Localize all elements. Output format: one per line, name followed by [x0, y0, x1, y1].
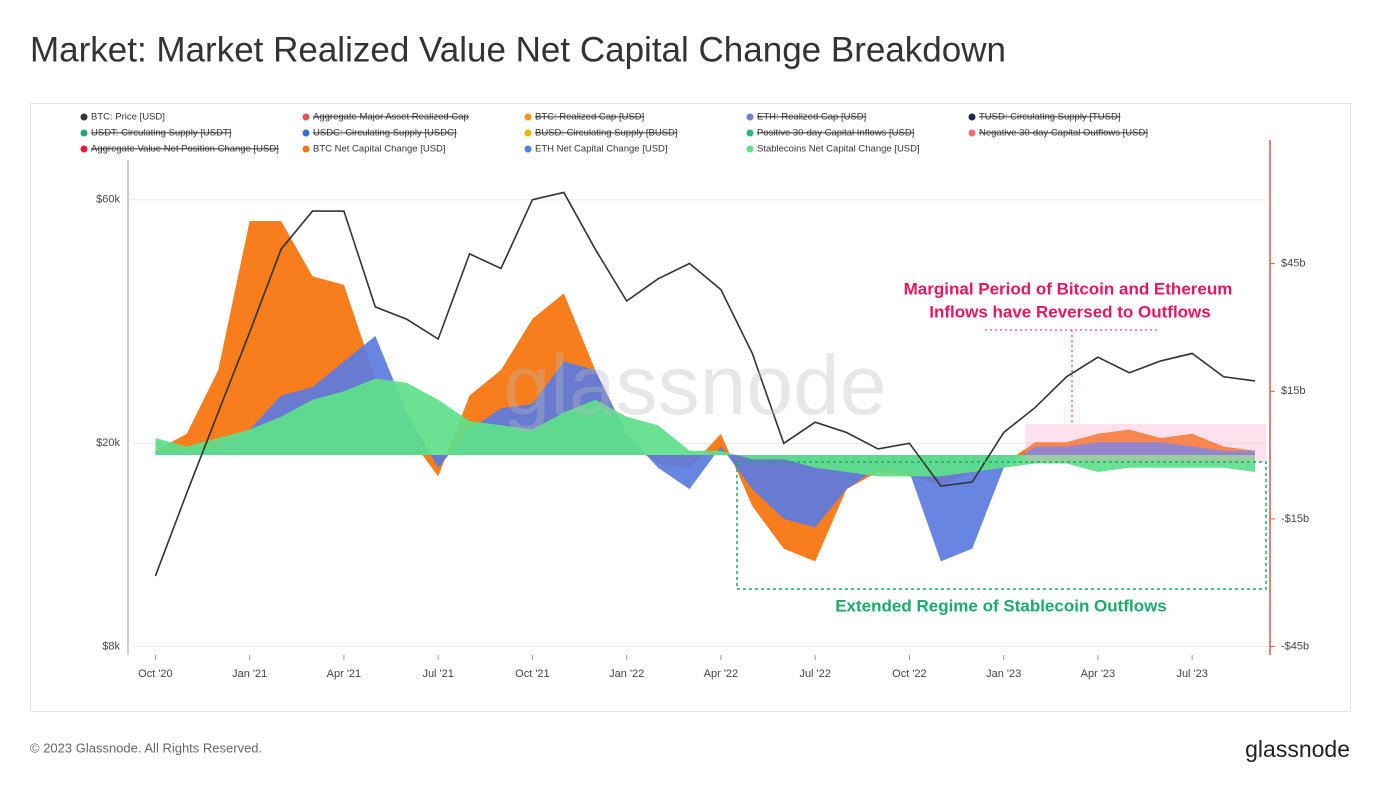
- x-tick-label: Jul '23: [1176, 668, 1207, 680]
- x-tick-label: Jan '23: [986, 668, 1021, 680]
- price-line: [154, 191, 1256, 577]
- legend-entry[interactable]: Aggregate Value Net Position Change [USD…: [91, 144, 279, 155]
- legend-entry[interactable]: TUSD: Circulating Supply [TUSD]: [979, 112, 1120, 123]
- x-tick-label: Apr '22: [704, 668, 739, 680]
- y2-tick-label: $45b: [1281, 258, 1305, 270]
- highlight-box: [736, 461, 1267, 590]
- legend-marker: [80, 113, 88, 121]
- legend-marker: [746, 129, 754, 137]
- legend-entry[interactable]: ETH: Realized Cap [USD]: [757, 112, 866, 123]
- copyright: © 2023 Glassnode. All Rights Reserved.: [30, 740, 262, 755]
- annotation: Marginal Period of Bitcoin and Ethereum: [904, 279, 1233, 298]
- legend-marker: [746, 145, 754, 153]
- logo: glassnode: [1245, 736, 1350, 762]
- x-tick-label: Jan '22: [609, 668, 644, 680]
- x-tick-label: Oct '20: [138, 668, 173, 680]
- legend-marker: [80, 129, 88, 137]
- y-tick-label: $20k: [96, 437, 120, 449]
- x-tick-label: Oct '22: [892, 668, 927, 680]
- x-tick-label: Apr '23: [1081, 668, 1116, 680]
- legend-marker: [968, 113, 976, 121]
- y2-tick-label: $15b: [1281, 385, 1305, 397]
- legend-marker: [302, 113, 310, 121]
- page-title: Market: Market Realized Value Net Capita…: [30, 30, 1006, 69]
- y2-tick-label: -$15b: [1281, 513, 1309, 525]
- legend-entry[interactable]: BUSD: Circulating Supply [BUSD]: [535, 128, 678, 139]
- legend-entry[interactable]: Positive 30-day Capital Inflows [USD]: [757, 128, 914, 139]
- legend-marker: [968, 129, 976, 137]
- legend-marker: [302, 145, 310, 153]
- legend-marker: [302, 129, 310, 137]
- legend-entry[interactable]: ETH Net Capital Change [USD]: [535, 144, 668, 155]
- x-tick-label: Jan '21: [232, 668, 267, 680]
- x-tick-label: Jul '21: [422, 668, 453, 680]
- y-tick-label: $60k: [96, 194, 120, 206]
- x-tick-label: Jul '22: [799, 668, 830, 680]
- legend-entry[interactable]: BTC: Realized Cap [USD]: [535, 112, 644, 123]
- legend-marker: [524, 113, 532, 121]
- legend-entry[interactable]: USDC: Circulating Supply [USDC]: [313, 128, 457, 139]
- legend-entry[interactable]: Aggregate Major Asset Realized Cap: [313, 112, 469, 123]
- y-tick-label: $8k: [102, 640, 120, 652]
- x-tick-label: Oct '21: [515, 668, 550, 680]
- legend-marker: [746, 113, 754, 121]
- area: [155, 335, 1256, 562]
- legend-entry[interactable]: Stablecoins Net Capital Change [USD]: [757, 144, 920, 155]
- legend-entry[interactable]: Negative 30-day Capital Outflows [USD]: [979, 128, 1148, 139]
- area: [155, 378, 1256, 477]
- legend-marker: [80, 145, 88, 153]
- legend-entry[interactable]: BTC Net Capital Change [USD]: [313, 144, 446, 155]
- highlight-region: [1025, 424, 1266, 462]
- y2-tick-label: -$45b: [1281, 640, 1309, 652]
- legend-marker: [524, 129, 532, 137]
- annotation: Extended Regime of Stablecoin Outflows: [835, 596, 1167, 615]
- annotation: Inflows have Reversed to Outflows: [929, 302, 1211, 321]
- legend-entry[interactable]: BTC: Price [USD]: [91, 112, 165, 123]
- x-tick-label: Apr '21: [327, 668, 362, 680]
- legend-entry[interactable]: USDT: Circulating Supply [USDT]: [91, 128, 231, 139]
- plot-area: $8k $20k $60k -$45b -$15b $15b $45b Oct '20 Jan …: [96, 140, 1309, 680]
- legend-marker: [524, 145, 532, 153]
- watermark: glassnode: [504, 338, 887, 432]
